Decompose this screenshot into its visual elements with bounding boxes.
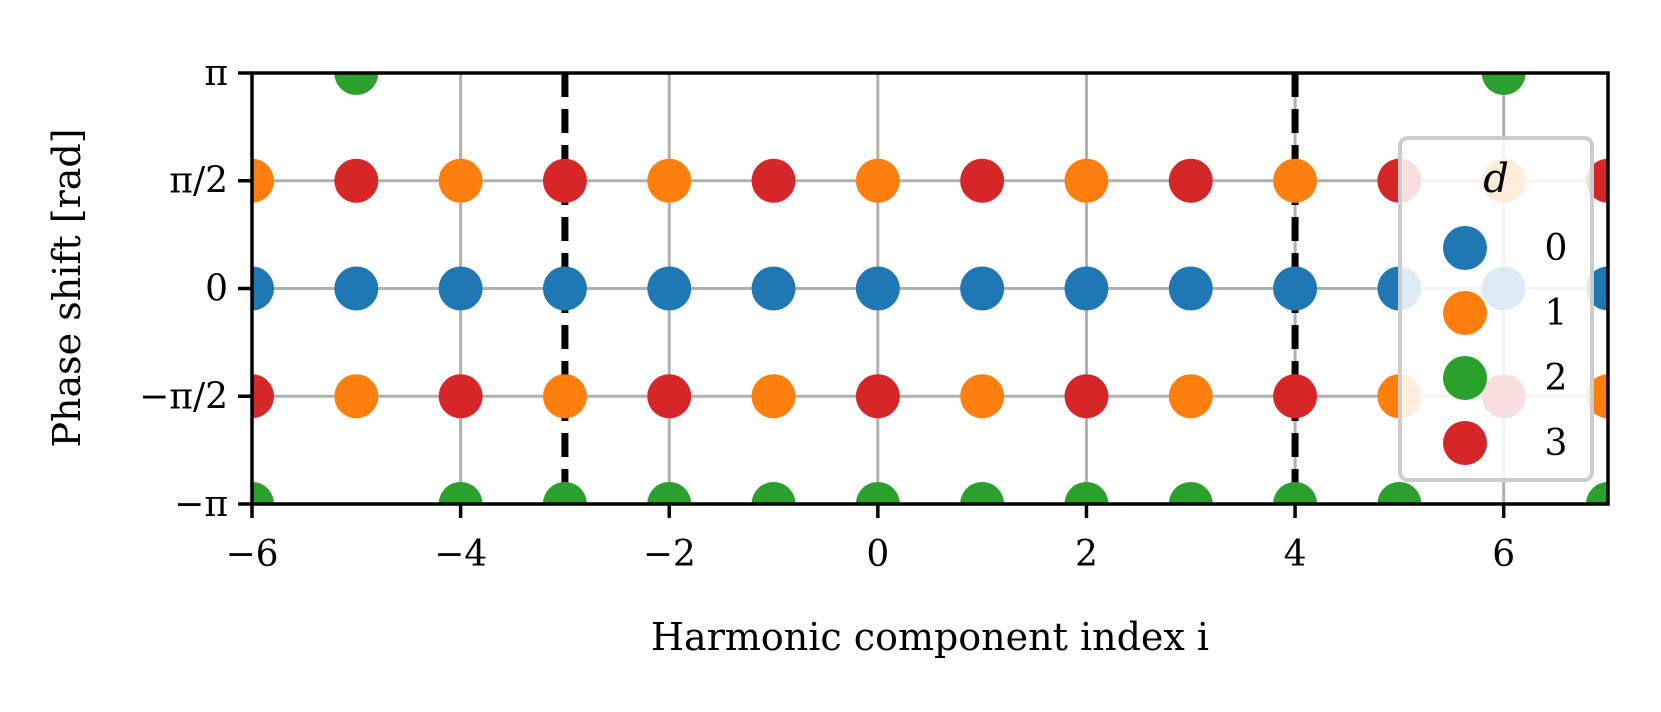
legend-label-d1: 1 — [1545, 293, 1568, 334]
legend-label-d2: 2 — [1545, 358, 1568, 399]
data-point-d2 — [438, 482, 483, 504]
data-point-d2 — [1481, 73, 1526, 95]
data-point-d0 — [1168, 266, 1213, 311]
data-point-d0 — [438, 266, 483, 311]
data-point-d2 — [1168, 482, 1213, 504]
data-point-d3 — [334, 158, 379, 203]
data-point-d3 — [438, 374, 483, 419]
legend-marker-d3 — [1443, 421, 1487, 465]
data-point-d0 — [252, 266, 274, 311]
data-point-d1 — [1273, 158, 1318, 203]
data-point-d2 — [960, 482, 1005, 504]
data-point-d2 — [1064, 482, 1109, 504]
legend-label-d0: 0 — [1545, 228, 1568, 269]
data-point-d0 — [542, 266, 587, 311]
data-point-d0 — [751, 266, 796, 311]
data-point-d1 — [960, 374, 1005, 419]
data-point-d3 — [542, 158, 587, 203]
legend-marker-d2 — [1443, 356, 1487, 400]
data-point-d3 — [751, 158, 796, 203]
legend-marker-d0 — [1443, 226, 1487, 270]
y-axis-ticks: −π −π/2 0 π/2 π — [139, 53, 252, 525]
x-tick-label: 6 — [1492, 534, 1515, 575]
data-point-d0 — [334, 266, 379, 311]
data-point-d0 — [1273, 266, 1318, 311]
data-point-d1 — [334, 374, 379, 419]
data-point-d3 — [1064, 374, 1109, 419]
data-point-d2 — [1586, 482, 1608, 504]
data-point-d2 — [542, 482, 587, 504]
data-point-d0 — [647, 266, 692, 311]
data-point-d1 — [751, 374, 796, 419]
x-tick-label: 0 — [866, 534, 889, 575]
data-point-d2 — [334, 73, 379, 95]
data-point-d3 — [855, 374, 900, 419]
data-point-d3 — [960, 158, 1005, 203]
legend-box — [1398, 136, 1594, 482]
data-point-d1 — [647, 158, 692, 203]
y-tick-label: π — [204, 53, 228, 94]
data-point-d3 — [252, 374, 274, 419]
data-point-d1 — [1064, 158, 1109, 203]
data-point-d2 — [1377, 482, 1422, 504]
data-point-d3 — [647, 374, 692, 419]
data-point-d3 — [1168, 158, 1213, 203]
data-point-d2 — [751, 482, 796, 504]
data-point-d3 — [1273, 374, 1318, 419]
x-axis-ticks: −6 −4 −2 0 2 4 6 — [225, 504, 1515, 575]
y-axis-label: Phase shift [rad] — [45, 128, 89, 447]
legend-label-d3: 3 — [1545, 423, 1568, 464]
data-point-d1 — [855, 158, 900, 203]
data-point-d2 — [1273, 482, 1318, 504]
x-tick-label: −4 — [434, 534, 487, 575]
legend-title: d — [1483, 156, 1509, 202]
data-point-d0 — [1064, 266, 1109, 311]
y-tick-label: 0 — [205, 269, 228, 310]
x-tick-label: 2 — [1075, 534, 1098, 575]
data-point-d0 — [960, 266, 1005, 311]
y-tick-label: π/2 — [169, 161, 228, 202]
legend: d 0 1 2 3 — [1398, 136, 1594, 482]
data-point-d1 — [1168, 374, 1213, 419]
data-point-d0 — [855, 266, 900, 311]
data-point-d2 — [647, 482, 692, 504]
data-point-d1 — [542, 374, 587, 419]
y-tick-label: −π — [174, 484, 228, 525]
data-point-d2 — [855, 482, 900, 504]
data-point-d2 — [252, 482, 274, 504]
legend-marker-d1 — [1443, 291, 1487, 335]
y-tick-label: −π/2 — [139, 376, 228, 417]
x-axis-label: Harmonic component index i — [651, 615, 1209, 659]
x-tick-label: 4 — [1284, 534, 1307, 575]
x-tick-label: −6 — [225, 534, 278, 575]
data-point-d1 — [252, 158, 274, 203]
x-tick-label: −2 — [643, 534, 696, 575]
data-point-d1 — [438, 158, 483, 203]
